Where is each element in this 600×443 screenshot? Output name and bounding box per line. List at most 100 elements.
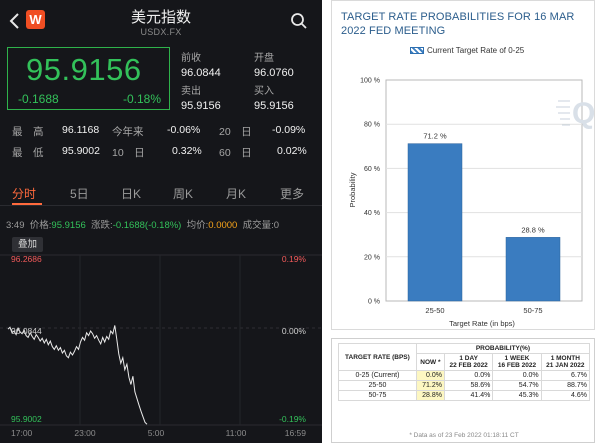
d20-label: 20 日 (219, 126, 252, 138)
prev-close-value: 96.0844 (181, 67, 221, 79)
info-avg: 0.0000 (208, 220, 238, 231)
chart-title: TARGET RATE PROBABILITIES FOR 16 MAR 202… (341, 11, 575, 37)
table-row: 50-75 28.8% 41.4% 45.3% 4.6% (338, 390, 591, 401)
info-time: 3:49 (6, 220, 25, 231)
table-cell: 45.3% (492, 390, 542, 401)
table-cell: 54.7% (492, 380, 542, 391)
tab-monthly-k[interactable]: 月K (226, 187, 247, 201)
price-box: 95.9156 -0.1688 -0.18% (7, 47, 170, 110)
high-label: 最 高 (12, 126, 44, 138)
info-change: -0.1688(-0.18%) (112, 220, 182, 231)
d20-value: -0.09% (272, 124, 306, 136)
quote-panel: W 美元指数 USDX.FX 95.9156 -0.1688 -0.18% 前收… (0, 0, 322, 443)
d10-label: 10 日 (112, 147, 145, 159)
time-label-4: 11:00 (226, 428, 247, 438)
info-price: 95.9156 (51, 220, 86, 231)
col-1month-header: 1 MONTH 21 JAN 2022 (540, 353, 591, 371)
table-cell: 88.7% (540, 380, 591, 391)
x-axis-title: Target Rate (in bps) (449, 319, 515, 328)
info-price-label: 价格: (29, 220, 52, 231)
y-tick-label: 100 % (360, 78, 380, 85)
low-label: 最 低 (12, 147, 44, 159)
bar-value-label: 71.2 % (423, 132, 447, 141)
crosshair-info: 3:49 价格:95.9156 涨跌:-0.1688(-0.18%) 均价:0.… (6, 217, 279, 231)
overlay-button[interactable]: 叠加 (12, 237, 43, 252)
tab-more[interactable]: 更多 (280, 187, 305, 201)
time-label-5: 16:59 (285, 428, 307, 438)
x-tick-label: 25-50 (425, 306, 444, 315)
tab-weekly-k[interactable]: 周K (173, 187, 194, 201)
quote-header: W 美元指数 USDX.FX (0, 0, 322, 44)
table-cell: 6.7% (540, 370, 591, 381)
last-price: 95.9156 (26, 52, 142, 87)
buy-block: 买入 95.9156 (254, 82, 294, 112)
bar-50-75[interactable] (505, 237, 561, 302)
app-logo: W (26, 10, 45, 29)
intraday-chart[interactable]: 96.2686 0.19% 96.0844 0.00% 95.9002 -0.1… (0, 250, 322, 443)
tab-5day[interactable]: 5日 (70, 187, 89, 201)
back-arrow-icon[interactable] (8, 11, 22, 31)
col-1week-header: 1 WEEK 16 FEB 2022 (492, 353, 542, 371)
table-cell-now: 71.2% (415, 380, 446, 391)
chart-legend[interactable]: Current Target Rate of 0-25 (410, 46, 524, 55)
y-tick-label: 60 % (364, 166, 380, 173)
tab-daily-k[interactable]: 日K (121, 187, 142, 201)
table-row: 25-50 71.2% 58.6% 54.7% 88.7% (338, 380, 591, 391)
low-value: 95.9002 (62, 145, 100, 157)
probability-table: TARGET RATE (BPS) PROBABILITY(%) NOW * 1… (338, 343, 591, 401)
y-tick-label: 80 % (364, 122, 380, 129)
bar-25-50[interactable] (407, 143, 463, 302)
buy-value: 95.9156 (254, 100, 294, 112)
stats-row-1: 最 高 96.1168 今年来 -0.06% 20 日 -0.09% (12, 124, 312, 140)
info-avg-label: 均价: (186, 220, 209, 231)
time-label-3: 5:00 (148, 428, 165, 438)
probability-header: PROBABILITY(%) (415, 343, 591, 354)
table-header-row: TARGET RATE (BPS) PROBABILITY(%) (338, 343, 591, 371)
info-volume-label: 成交量: (242, 220, 274, 231)
fedwatch-panel: TARGET RATE PROBABILITIES FOR 16 MAR 202… (322, 0, 600, 443)
tab-intraday[interactable]: 分时 (12, 187, 37, 201)
table-cell-now: 28.8% (415, 390, 446, 401)
table-cell: 50-75 (338, 390, 417, 401)
table-cell: 41.4% (443, 390, 494, 401)
bar-value-label: 28.8 % (521, 225, 545, 234)
d60-label: 60 日 (219, 147, 252, 159)
table-cell: 0.0% (443, 370, 494, 381)
ytd-value: -0.06% (167, 124, 201, 136)
probability-table-card: TARGET RATE (BPS) PROBABILITY(%) NOW * 1… (331, 338, 595, 443)
time-label-1: 17:00 (11, 428, 33, 438)
table-cell: 58.6% (443, 380, 494, 391)
prev-close-label: 前收 (181, 53, 201, 64)
info-change-label: 涨跌: (91, 220, 113, 231)
y-axis-title: Probability (348, 172, 357, 207)
chart-top-pct: 0.19% (282, 254, 307, 264)
high-value: 96.1168 (62, 124, 100, 136)
y-tick-label: 20 % (364, 254, 380, 261)
sell-block: 卖出 95.9156 (181, 82, 221, 112)
search-icon[interactable] (290, 12, 308, 30)
legend-swatch (410, 47, 424, 54)
probability-bar-chart: 0 % 20 % 40 % 60 % 80 % 100 % 71.2 % 25-50 28.8… (348, 78, 595, 329)
chart-mid-price: 96.0844 (11, 326, 42, 336)
open-block: 开盘 96.0760 (254, 49, 294, 79)
d10-value: 0.32% (172, 145, 202, 157)
chart-bottom-pct: -0.19% (279, 414, 306, 424)
data-footnote: * Data as of 23 Feb 2022 01:18:11 CT (409, 432, 519, 439)
y-tick-label: 40 % (364, 210, 380, 217)
page-title: 美元指数 (130, 9, 191, 26)
table-subheader-row: NOW * 1 DAY 22 FEB 2022 1 WEEK 16 FEB 2022… (339, 353, 591, 371)
open-label: 开盘 (254, 53, 274, 64)
sell-value: 95.9156 (181, 100, 221, 112)
price-change-percent: -0.18% (122, 92, 161, 106)
watermark-stripes (556, 100, 570, 126)
buy-label: 买入 (254, 86, 274, 97)
col-1day-header: 1 DAY 22 FEB 2022 (443, 353, 494, 371)
fedwatch-chart-card: TARGET RATE PROBABILITIES FOR 16 MAR 202… (331, 0, 595, 330)
period-tabs: 分时 5日 日K 周K 月K 更多 (0, 180, 322, 206)
intraday-price-line (7, 325, 148, 425)
active-tab-indicator (12, 203, 42, 205)
info-volume: 0 (273, 220, 280, 231)
y-tick-label: 0 % (368, 299, 380, 306)
price-change: -0.1688 (18, 92, 59, 106)
table-cell: 4.6% (540, 390, 591, 401)
